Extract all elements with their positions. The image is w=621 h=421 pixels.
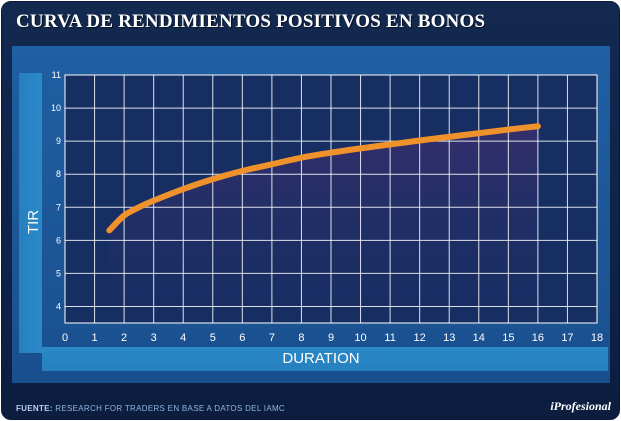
y-tick-label: 5 [56,268,61,278]
x-tick-label: 8 [298,332,304,344]
x-tick-label: 9 [328,332,334,344]
source-label: FUENTE: [16,404,53,413]
x-tick-label: 15 [502,332,514,344]
x-axis-title: DURATION [282,350,359,367]
x-tick-label: 5 [210,332,216,344]
x-tick-label: 10 [354,332,366,344]
y-tick-label: 7 [56,202,61,212]
source-footer: FUENTE: RESEARCH FOR TRADERS EN BASE A D… [16,404,285,413]
y-tick-label: 9 [56,136,61,146]
yield-curve-line [106,123,541,234]
chart-title: CURVA DE RENDIMIENTOS POSITIVOS EN BONOS [16,11,486,32]
y-tick-label: 8 [56,169,61,179]
y-axis-strip [19,73,42,353]
x-tick-label: 0 [62,332,68,344]
x-tick-label: 7 [269,332,275,344]
gridlines [64,74,598,324]
x-axis-strip [42,347,608,371]
x-tick-labels: 0 1 2 3 4 5 6 7 8 9 10 11 12 13 14 15 16 17 18 [62,332,603,344]
x-tick-label: 16 [532,332,544,344]
x-tick-label: 1 [91,332,97,344]
y-tick-labels: 4 5 6 7 8 9 10 11 [51,70,61,311]
y-tick-label: 10 [51,103,61,113]
x-tick-label: 2 [121,332,127,344]
brand-logo: iProfesional [550,399,611,413]
x-tick-label: 17 [561,332,573,344]
x-tick-label: 18 [591,332,603,344]
x-tick-label: 6 [239,332,245,344]
y-tick-label: 11 [52,70,61,80]
x-tick-label: 3 [151,332,157,344]
x-tick-label: 11 [384,332,395,344]
x-tick-label: 13 [443,332,455,344]
y-tick-label: 6 [56,235,61,245]
x-tick-label: 4 [180,332,186,344]
source-text: RESEARCH FOR TRADERS EN BASE A DATOS DEL… [55,404,285,413]
x-tick-label: 12 [414,332,426,344]
y-tick-label: 4 [56,301,61,311]
y-axis-title: TIR [25,210,42,234]
plot-border [64,74,598,324]
x-tick-label: 14 [473,332,485,344]
